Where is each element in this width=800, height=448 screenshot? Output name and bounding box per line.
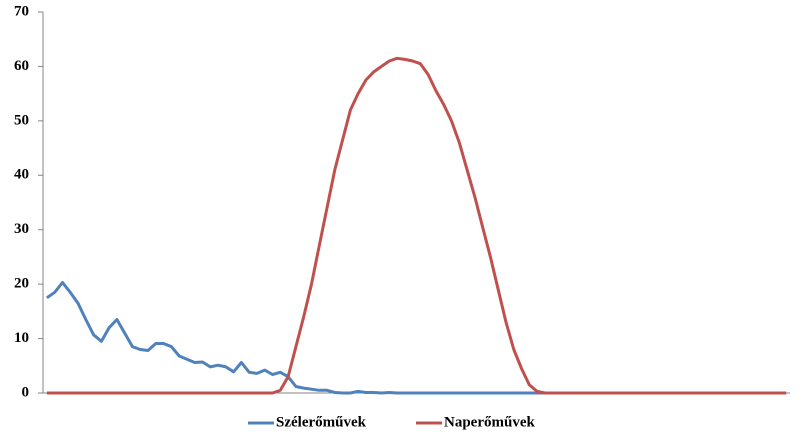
y-tick-label: 70 (14, 3, 29, 19)
series-line (46, 281, 787, 395)
y-tick-label: 60 (14, 58, 29, 74)
legend-label: Szélerőművek (276, 414, 367, 430)
y-tick-label: 20 (14, 276, 29, 292)
y-tick-label: 50 (14, 112, 29, 128)
y-tick-label: 0 (22, 384, 30, 400)
legend-label: Naperőművek (444, 414, 535, 430)
series-line (46, 56, 787, 395)
y-tick-label: 10 (14, 330, 29, 346)
y-tick-label: 30 (14, 221, 29, 237)
y-tick-label: 40 (14, 167, 29, 183)
